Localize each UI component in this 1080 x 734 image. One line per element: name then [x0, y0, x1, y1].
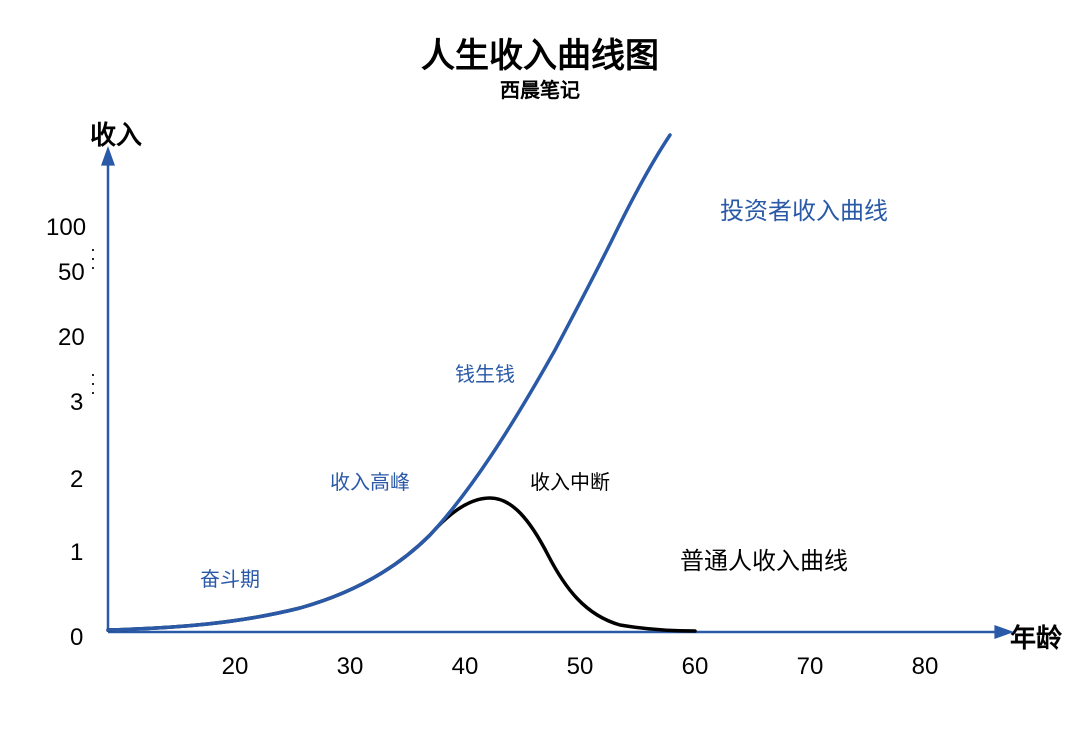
chart-annotation: 奋斗期 — [200, 563, 260, 592]
y-axis-gap-dots: · · · — [90, 245, 96, 272]
x-tick-label: 40 — [452, 653, 479, 681]
y-tick-label: 2 — [70, 466, 83, 494]
chart-annotation: 收入高峰 — [330, 466, 410, 495]
y-tick-label: 100 — [46, 214, 86, 242]
y-tick-label: 0 — [70, 624, 83, 652]
investor-curve-label: 投资者收入曲线 — [720, 191, 888, 226]
x-tick-label: 30 — [337, 653, 364, 681]
income-curve-chart: 人生收入曲线图 西晨笔记 收入 年龄 01232050100· · ·· · ·… — [0, 0, 1080, 734]
y-tick-label: 50 — [58, 259, 85, 287]
x-tick-label: 20 — [222, 653, 249, 681]
y-tick-label: 1 — [70, 539, 83, 567]
chart-svg — [0, 0, 1080, 734]
y-tick-label: 20 — [58, 324, 85, 352]
y-axis-gap-dots: · · · — [90, 370, 96, 397]
x-tick-label: 50 — [567, 653, 594, 681]
x-tick-label: 70 — [797, 653, 824, 681]
chart-annotation: 钱生钱 — [455, 358, 515, 387]
x-tick-label: 80 — [912, 653, 939, 681]
x-tick-label: 60 — [682, 653, 709, 681]
ordinary-curve-label: 普通人收入曲线 — [680, 541, 848, 576]
chart-annotation: 收入中断 — [530, 466, 610, 495]
y-tick-label: 3 — [70, 389, 83, 417]
